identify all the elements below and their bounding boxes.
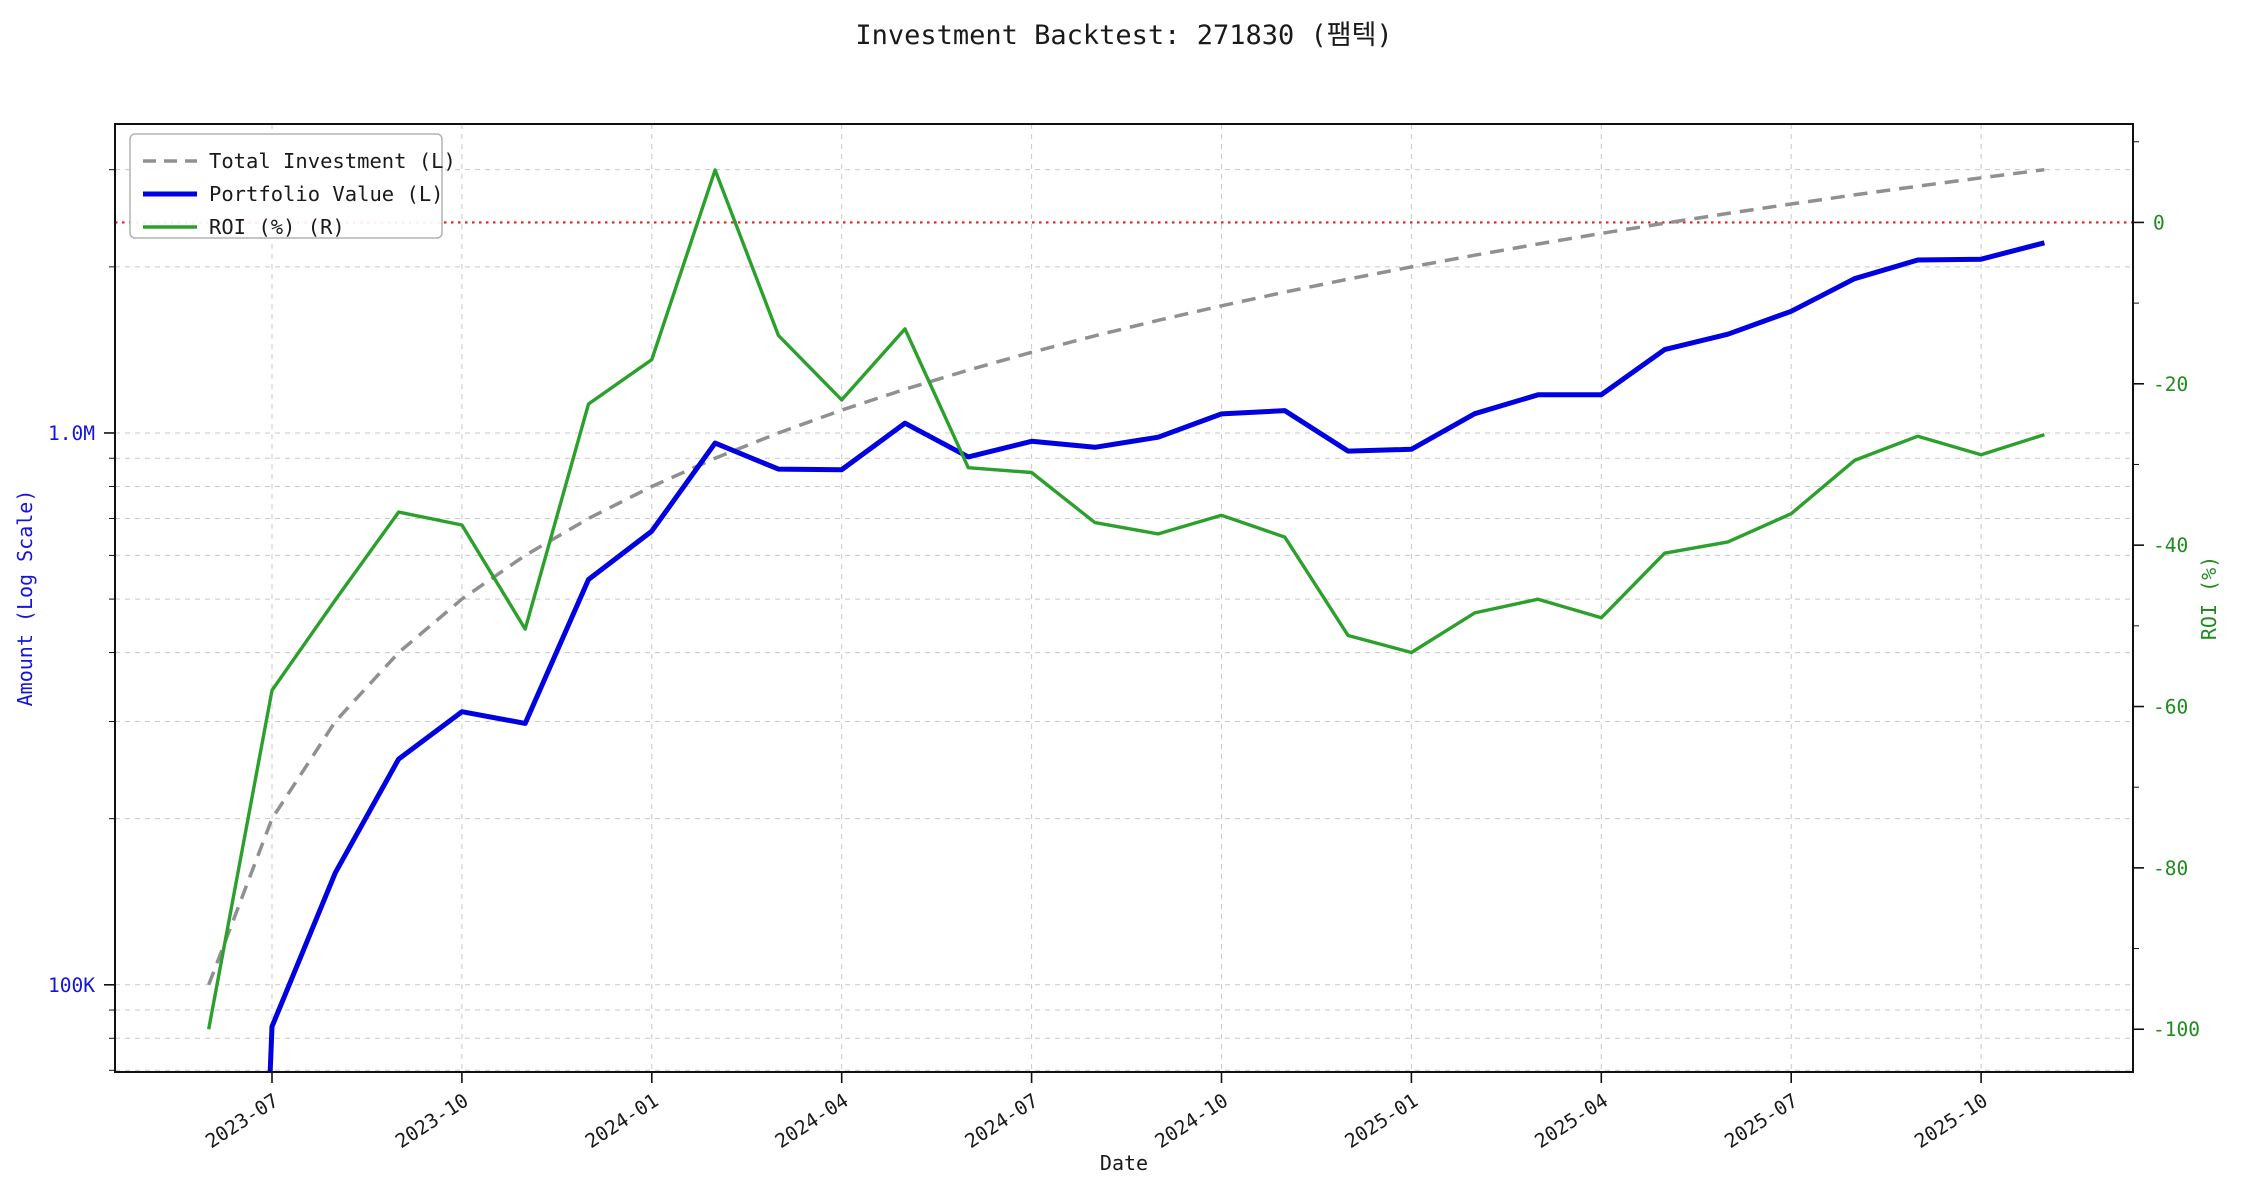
left-axis-tick-label: 1.0M bbox=[48, 422, 95, 445]
legend-item-label: Portfolio Value (L) bbox=[209, 182, 444, 206]
chart-title: Investment Backtest: 271830 (팸텍) bbox=[855, 20, 1392, 51]
legend: Total Investment (L) Portfolio Value (L) R… bbox=[129, 133, 456, 239]
right-axis-tick-label: -100 bbox=[2153, 1018, 2200, 1041]
legend-item-label: ROI (%) (R) bbox=[209, 215, 345, 239]
plot-area bbox=[115, 124, 2133, 1072]
gridlines bbox=[115, 124, 2133, 1072]
portfolio-value-line bbox=[267, 240, 2046, 1072]
left-axis-tick-label: 100K bbox=[48, 974, 95, 997]
roi-line bbox=[207, 168, 2045, 1030]
x-axis-label: Date bbox=[1100, 1151, 1148, 1175]
right-axis-tick-label: -40 bbox=[2153, 534, 2188, 557]
left-axis-label: Amount (Log Scale) bbox=[13, 490, 37, 707]
right-axis-tick-label: 0 bbox=[2153, 211, 2165, 234]
right-axis-tick-label: -20 bbox=[2153, 373, 2188, 396]
right-axis-tick-label: -80 bbox=[2153, 857, 2188, 880]
right-axis-tick-label: -60 bbox=[2153, 696, 2188, 719]
plot-border bbox=[114, 123, 2134, 1073]
right-axis-label: ROI (%) bbox=[2197, 556, 2221, 640]
legend-item-label: Total Investment (L) bbox=[209, 149, 456, 173]
axis-ticks bbox=[104, 141, 2144, 1083]
total-investment-line bbox=[207, 167, 2045, 986]
